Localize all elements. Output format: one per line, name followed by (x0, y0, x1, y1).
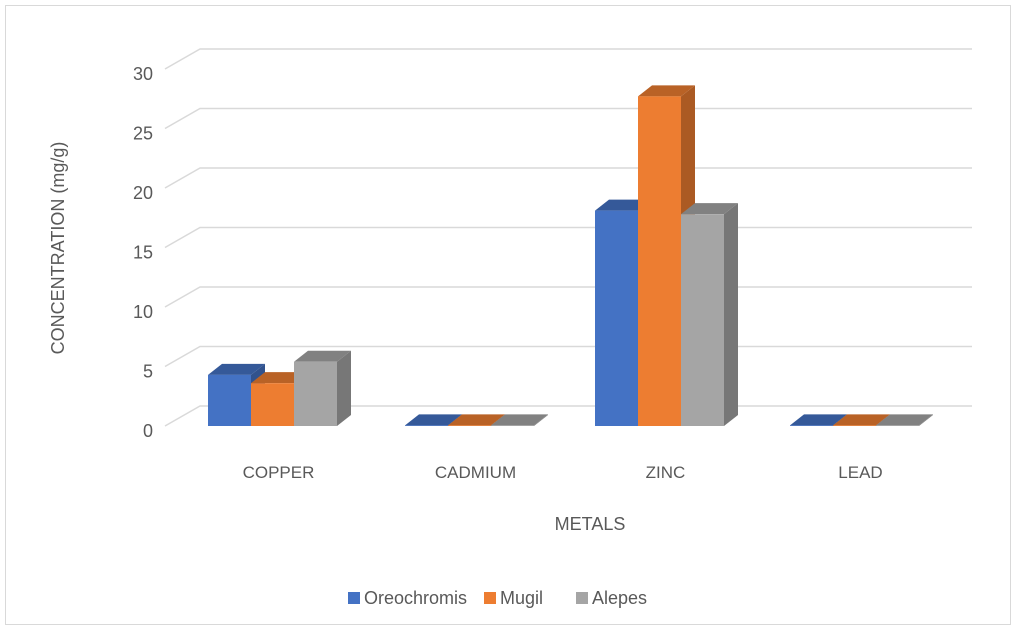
gridline-10 (164, 286, 972, 308)
bar-front-face (208, 374, 251, 426)
y-tick-label-30: 30 (133, 64, 153, 84)
bar-top-face (208, 363, 265, 375)
bar-side-face (534, 414, 548, 426)
bar-alepes-copper (294, 350, 351, 426)
bar-front-face (491, 425, 534, 426)
bar-top-face (790, 414, 847, 426)
bar-top-face (405, 414, 462, 426)
legend-item-alepes: Alepes (576, 588, 647, 608)
bar-alepes-cadmium (491, 414, 548, 426)
bars (208, 85, 933, 427)
legend-label-alepes: Alepes (592, 588, 647, 608)
x-tick-label-lead: LEAD (838, 463, 882, 482)
bar-top-face (448, 414, 505, 426)
bar-front-face (448, 425, 491, 426)
legend-swatch-mugil (484, 592, 496, 604)
bar-front-face (638, 96, 681, 427)
bar-top-face (833, 414, 890, 426)
y-tick-label-15: 15 (133, 243, 153, 263)
legend-item-oreochromis: Oreochromis (348, 588, 467, 608)
y-tick-label-25: 25 (133, 124, 153, 144)
bar-top-face (294, 350, 351, 362)
y-tick-label-20: 20 (133, 183, 153, 203)
x-tick-label-zinc: ZINC (646, 463, 686, 482)
gridline-25 (164, 107, 972, 130)
legend-swatch-alepes (576, 592, 588, 604)
gridline-5 (164, 345, 972, 368)
gridline-15 (164, 226, 972, 249)
bar-front-face (833, 425, 876, 426)
bar-front-face (876, 425, 919, 426)
gridlines (164, 48, 972, 427)
bar-front-face (294, 361, 337, 426)
legend-item-mugil: Mugil (484, 588, 543, 608)
legend-label-mugil: Mugil (500, 588, 543, 608)
bar-top-face (491, 414, 548, 426)
bar-top-face (251, 372, 308, 384)
x-tick-label-copper: COPPER (243, 463, 315, 482)
x-axis-categories: COPPER CADMIUM ZINC LEAD (243, 463, 883, 482)
y-tick-label-10: 10 (133, 302, 153, 322)
bar-top-face (681, 203, 738, 215)
bar-side-face (919, 414, 933, 426)
y-axis-title: CONCENTRATION (mg/g) (48, 142, 68, 355)
bar-top-face (876, 414, 933, 426)
bar-front-face (251, 383, 294, 426)
legend: Oreochromis Mugil Alepes (348, 588, 647, 608)
bar-alepes-lead (876, 414, 933, 426)
y-tick-label-0: 0 (143, 421, 153, 441)
bar-top-face (638, 85, 695, 97)
bar-alepes-zinc (681, 203, 738, 426)
x-tick-label-cadmium: CADMIUM (435, 463, 516, 482)
gridline-30 (164, 48, 972, 70)
gridline-20 (164, 167, 972, 189)
bar-front-face (681, 214, 724, 426)
y-tick-label-5: 5 (143, 362, 153, 382)
bar-front-face (790, 425, 833, 426)
bar-front-face (405, 425, 448, 426)
y-axis-ticks: 0 5 10 15 20 25 30 (133, 64, 153, 441)
bar-front-face (595, 210, 638, 426)
legend-swatch-oreochromis (348, 592, 360, 604)
bar-side-face (724, 203, 738, 426)
bar-side-face (337, 350, 351, 426)
x-axis-title: METALS (555, 514, 626, 534)
bar-top-face (595, 199, 652, 211)
legend-label-oreochromis: Oreochromis (364, 588, 467, 608)
